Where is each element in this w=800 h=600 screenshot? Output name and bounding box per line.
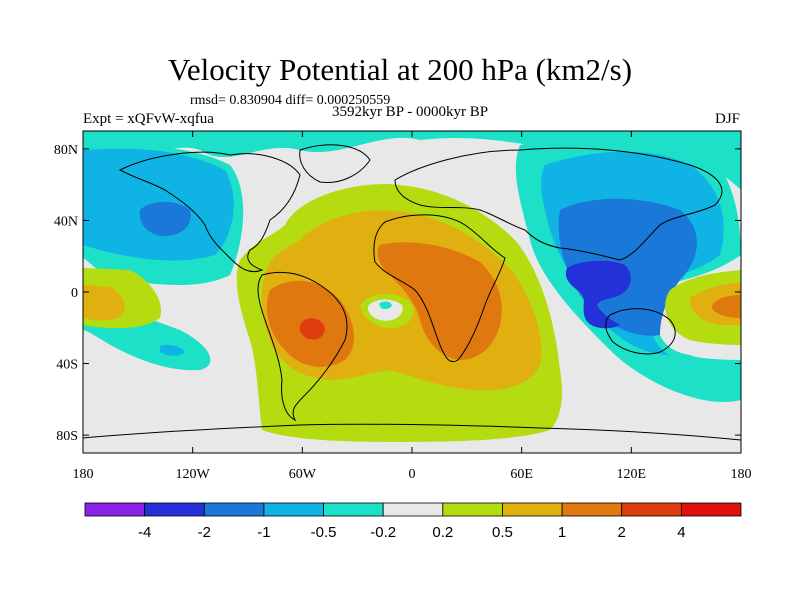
y-tick-label: 0	[71, 286, 78, 301]
y-tick-label: 40N	[54, 214, 78, 229]
contour-wpac-darkblue	[565, 260, 631, 329]
colorbar-swatch	[144, 502, 205, 517]
colorbar-level-label: -4	[138, 524, 151, 541]
season-label: DJF	[714, 111, 740, 127]
coast-antarctica	[83, 423, 741, 441]
coast-south-america	[257, 272, 348, 422]
colorbar-swatch	[442, 502, 503, 517]
contour-atlantic-cyan-hole	[379, 301, 392, 309]
colorbar-level-label: 0.2	[432, 524, 453, 541]
colorbar-swatch	[561, 502, 623, 517]
colorbar-swatch	[263, 502, 324, 517]
y-tick-label: 40S	[56, 358, 78, 373]
coast-africa	[373, 214, 506, 363]
y-axis: 80N 40N 0 40S 80S	[54, 143, 741, 444]
colorbar-swatch	[382, 502, 444, 517]
x-tick-label: 180	[73, 467, 94, 482]
period-text: 3592kyr BP - 0000kyr BP	[331, 104, 489, 120]
contour-positive-red	[299, 318, 325, 340]
x-axis: 180 120W 60W 0 60E 120E 180	[73, 131, 752, 482]
experiment-label: Expt = xQFvW-xqfua	[83, 111, 214, 127]
colorbar-swatch	[203, 502, 265, 517]
coast-greenland	[299, 144, 371, 184]
y-tick-label: 80S	[56, 429, 78, 444]
x-tick-label: 60E	[510, 467, 533, 482]
colorbar-level-label: 2	[618, 524, 626, 541]
colorbar-swatch	[502, 502, 563, 517]
coast-australia	[605, 308, 676, 355]
colorbar-swatch	[680, 502, 742, 517]
coastlines	[83, 144, 741, 441]
colorbar-level-label: 4	[677, 524, 685, 541]
x-tick-label: 0	[409, 467, 416, 482]
colorbar-swatch	[621, 502, 682, 517]
colorbar-level-label: 1	[558, 524, 566, 541]
stats-text: rmsd= 0.830904 diff= 0.000250559	[190, 93, 391, 108]
y-tick-label: 80N	[54, 143, 78, 158]
x-tick-label: 180	[731, 467, 752, 482]
coast-eurasia	[394, 147, 723, 261]
coast-north-america	[118, 151, 301, 273]
contour-npac-blue	[139, 201, 191, 237]
colorbar-swatch	[323, 502, 384, 517]
colorbar-level-label: -2	[198, 524, 211, 541]
x-tick-label: 60W	[289, 467, 317, 482]
x-tick-label: 120E	[617, 467, 647, 482]
contour-sepac-lightblue	[160, 344, 185, 356]
colorbar-level-label: -0.2	[370, 524, 396, 541]
chart-title: Velocity Potential at 200 hPa (km2/s)	[167, 52, 633, 87]
x-tick-label: 120W	[176, 467, 211, 482]
colorbar-swatch	[84, 502, 146, 517]
contour-positive-orange-af	[377, 242, 502, 360]
contour-east-pacific-orange	[712, 295, 741, 318]
colorbar-level-label: -0.5	[311, 524, 337, 541]
colorbar-level-label: 0.5	[492, 524, 513, 541]
colorbar-level-label: -1	[257, 524, 270, 541]
contour-atlantic-grey-hole	[367, 299, 403, 321]
contour-west-pacific-gold	[83, 285, 125, 321]
